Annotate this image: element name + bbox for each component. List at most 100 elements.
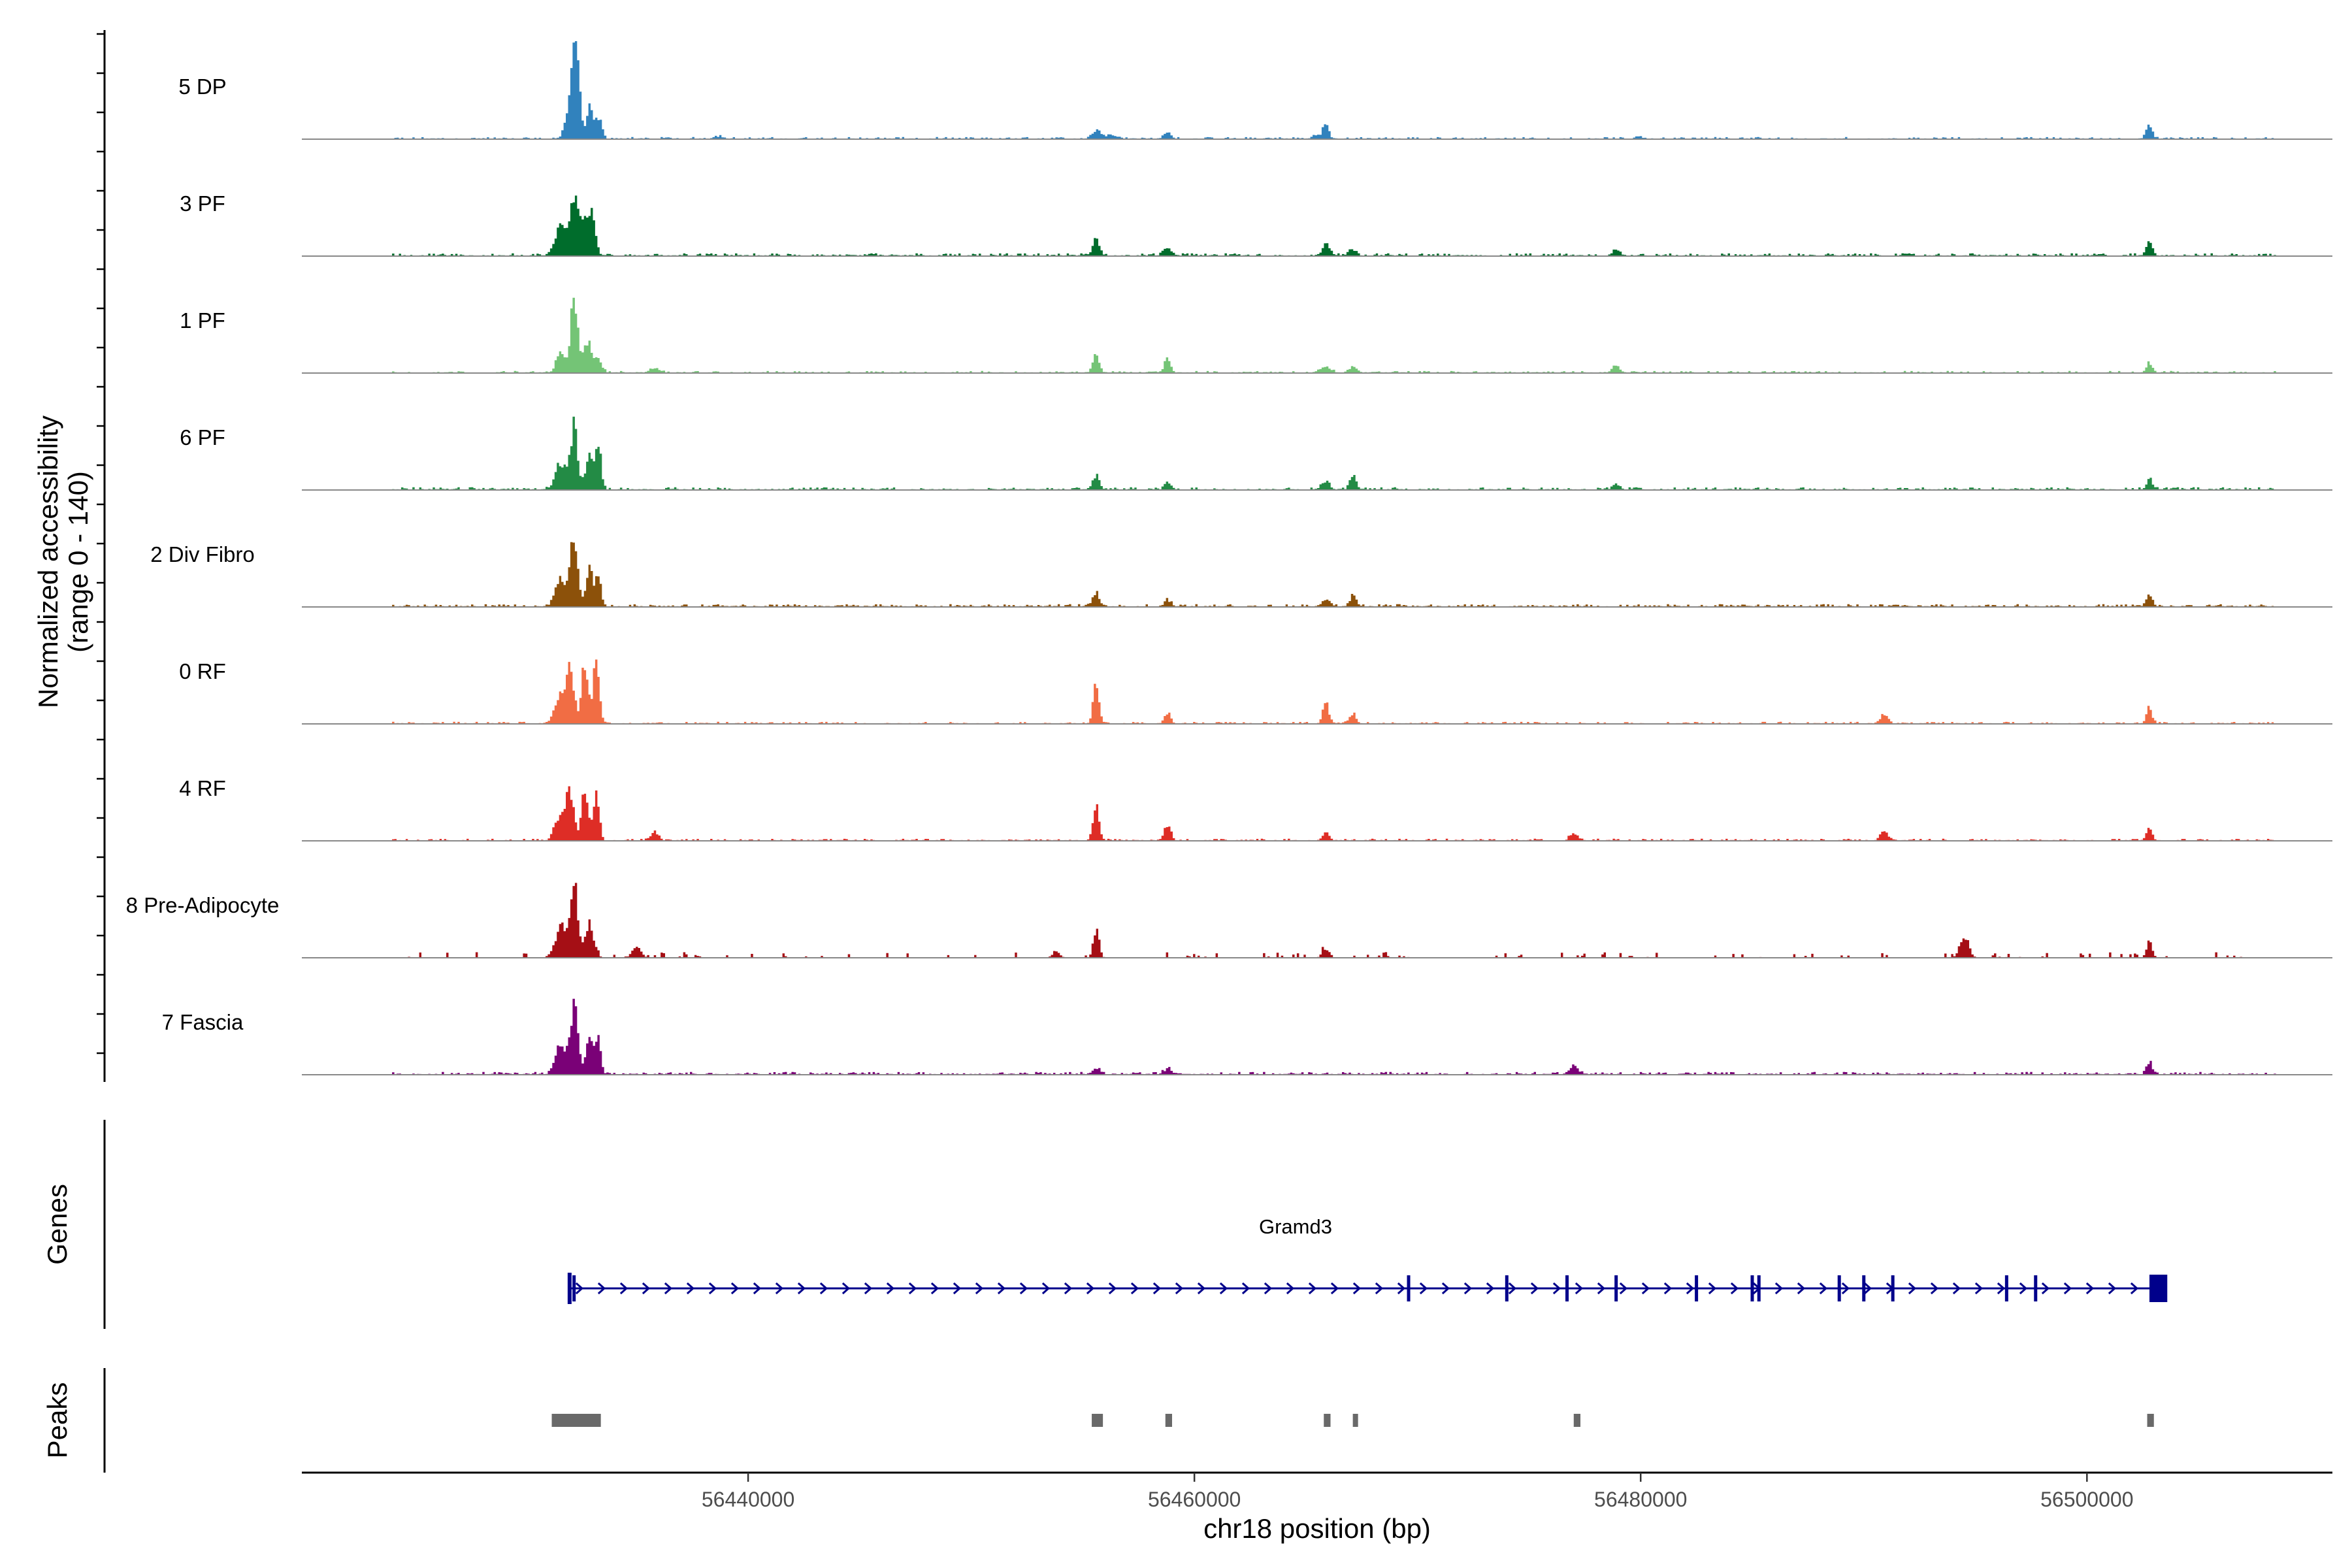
strand-arrow	[1908, 1282, 1917, 1295]
strand-arrow	[1552, 1282, 1561, 1295]
strand-arrow	[1708, 1282, 1717, 1295]
strand-arrow	[1974, 1282, 1984, 1295]
x-tick-label: 56480000	[1594, 1488, 1687, 1511]
y-axis-title: Normalized accessibility	[33, 416, 63, 708]
y-axis-title-group: Normalized accessibility (range 0 - 140)	[33, 416, 93, 708]
strand-arrow	[708, 1282, 717, 1295]
track-8-pre-adipocyte: 8 Pre-Adipocyte	[126, 883, 2332, 958]
peak-region	[1324, 1414, 1331, 1427]
strand-arrow	[1663, 1282, 1673, 1295]
x-axis-ticks: 56440000 56460000 56480000 56500000	[702, 1473, 2133, 1511]
strand-arrow	[1774, 1282, 1784, 1295]
strand-arrow	[1575, 1282, 1584, 1295]
peaks-track-label: Peaks	[42, 1382, 73, 1459]
strand-arrow	[2063, 1282, 2072, 1295]
coverage-area	[302, 195, 2332, 256]
track-label: 5 DP	[178, 74, 226, 99]
strand-arrow	[1197, 1282, 1206, 1295]
strand-arrow	[642, 1282, 651, 1295]
coverage-area	[302, 883, 2332, 958]
strand-arrow	[819, 1282, 828, 1295]
peak-region	[1352, 1414, 1358, 1427]
track-label: 1 PF	[180, 308, 225, 333]
track-label: 7 Fascia	[162, 1010, 244, 1034]
strand-arrow	[1152, 1282, 1162, 1295]
strand-arrow	[753, 1282, 762, 1295]
track-0-rf: 0 RF	[179, 659, 2332, 725]
strand-arrow	[841, 1282, 851, 1295]
peak-region	[551, 1414, 601, 1427]
peak-region	[1092, 1414, 1103, 1427]
coverage-area	[302, 659, 2332, 724]
x-tick-label: 56500000	[2040, 1488, 2133, 1511]
gene-exon	[1757, 1275, 1761, 1301]
strand-arrow	[1486, 1282, 1495, 1295]
strand-arrow	[1797, 1282, 1806, 1295]
strand-arrow	[686, 1282, 695, 1295]
track-label: 4 RF	[179, 776, 226, 800]
strand-arrow	[1863, 1282, 1872, 1295]
coverage-tracks: 5 DP 3 PF 1 PF 6 PF 2 Div Fibro 0 RF 4 RF 8 Pre…	[126, 41, 2332, 1075]
strand-arrow	[886, 1282, 895, 1295]
gene-exon	[2004, 1275, 2008, 1301]
strand-arrow	[1241, 1282, 1250, 1295]
strand-arrow	[1508, 1282, 1517, 1295]
strand-arrow	[1330, 1282, 1339, 1295]
strand-arrow	[1375, 1282, 1384, 1295]
genes-track-label: Genes	[42, 1184, 73, 1265]
gene-model	[567, 1273, 2168, 1304]
track-6-pf: 6 PF	[180, 416, 2332, 491]
strand-arrow	[2041, 1282, 2050, 1295]
coverage-y-ticks	[97, 33, 105, 1054]
gene-exon	[572, 1275, 576, 1301]
strand-arrow	[997, 1282, 1006, 1295]
coverage-area	[302, 297, 2332, 373]
strand-arrow	[1441, 1282, 1450, 1295]
y-axis-range: (range 0 - 140)	[63, 471, 93, 653]
strand-arrow	[730, 1282, 740, 1295]
peak-regions	[551, 1414, 2154, 1427]
strand-arrow	[1597, 1282, 1606, 1295]
strand-arrow	[2108, 1282, 2117, 1295]
strand-arrow	[1019, 1282, 1028, 1295]
strand-arrow	[1419, 1282, 1428, 1295]
strand-arrow	[1264, 1282, 1273, 1295]
track-label: 8 Pre-Adipocyte	[126, 893, 280, 917]
x-tick-label: 56460000	[1148, 1488, 1241, 1511]
strand-arrow	[975, 1282, 984, 1295]
strand-arrow	[1686, 1282, 1695, 1295]
strand-arrow	[1997, 1282, 2006, 1295]
strand-arrow	[1175, 1282, 1184, 1295]
track-5-dp: 5 DP	[178, 41, 2332, 140]
strand-arrow	[908, 1282, 917, 1295]
strand-arrow	[864, 1282, 873, 1295]
gene-utr-exon	[2149, 1275, 2168, 1302]
strand-arrow	[1041, 1282, 1051, 1295]
strand-arrow	[1930, 1282, 1939, 1295]
gene-name-label: Gramd3	[1259, 1215, 1332, 1238]
coverage-area	[302, 416, 2332, 490]
strand-arrow	[1286, 1282, 1295, 1295]
x-axis-title: chr18 position (bp)	[1203, 1513, 1431, 1544]
track-label: 0 RF	[179, 659, 226, 683]
track-7-fascia: 7 Fascia	[162, 998, 2332, 1075]
strand-arrow	[1619, 1282, 1628, 1295]
strand-arrow	[619, 1282, 629, 1295]
strand-arrow	[953, 1282, 962, 1295]
peak-region	[2147, 1414, 2154, 1427]
track-label: 3 PF	[180, 191, 225, 216]
coverage-area	[302, 998, 2332, 1075]
track-label: 2 Div Fibro	[150, 542, 255, 566]
strand-arrow	[775, 1282, 784, 1295]
gene-exon	[1891, 1275, 1895, 1301]
strand-arrow	[597, 1282, 606, 1295]
coverage-area	[302, 542, 2332, 607]
strand-arrow	[1530, 1282, 1539, 1295]
track-2-div-fibro: 2 Div Fibro	[150, 542, 2332, 608]
gene-first-exon	[567, 1273, 572, 1304]
strand-arrow	[1064, 1282, 1073, 1295]
x-tick-label: 56440000	[702, 1488, 794, 1511]
gene-exon	[1695, 1275, 1699, 1301]
strand-arrow	[1397, 1282, 1406, 1295]
